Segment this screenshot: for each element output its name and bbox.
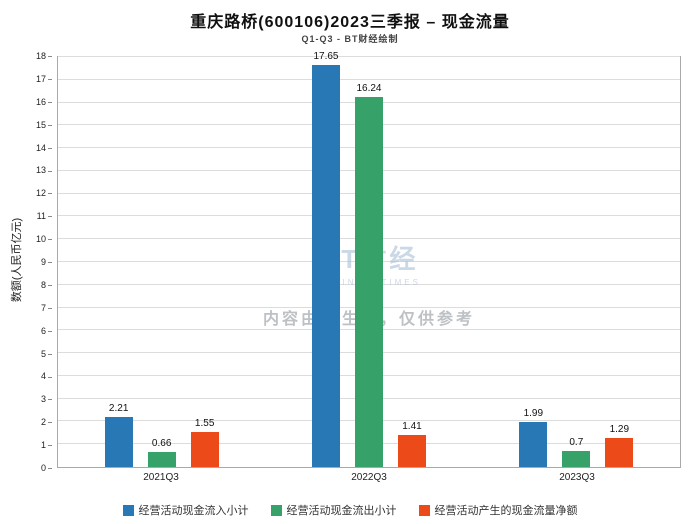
bar: 1.55 (190, 418, 219, 467)
bar: 1.29 (605, 424, 634, 467)
bar-group: 2.21 0.66 1.55 (58, 57, 265, 467)
y-tick-label: 18 (24, 51, 52, 61)
y-tick-label: 1 (24, 440, 52, 450)
bar-value-label: 1.55 (194, 417, 215, 429)
bar-group: 1.99 0.7 1.29 (473, 57, 680, 467)
y-tick-label: 10 (24, 234, 52, 244)
legend-label: 经营活动产生的现金流量净额 (434, 505, 578, 517)
legend-marker (270, 504, 282, 516)
legend-marker (122, 504, 134, 516)
y-tick-label: 13 (24, 165, 52, 175)
y-tick-label: 2 (24, 417, 52, 427)
y-ticks: 0 1 2 3 4 5 6 7 8 9 10 11 12 13 14 15 16 17 18 (24, 51, 52, 473)
chart-title: 重庆路桥(600106)2023三季报 – 现金流量 (190, 14, 510, 31)
bar-group: 17.65 16.24 1.41 (265, 51, 472, 467)
bar-value-label: 1.99 (523, 407, 544, 419)
y-tick-label: 16 (24, 97, 52, 107)
y-tick-label: 0 (24, 463, 52, 473)
plot-area: BT财经 BUSINESSTIMES 内容由AI生成，仅供参考 2.210.66… (57, 51, 681, 468)
y-tick-label: 8 (24, 280, 52, 290)
legend-item[interactable]: 经营活动现金流入小计 (122, 502, 249, 518)
chart-subtitle: Q1-Q3 - BT财经绘制 (301, 34, 399, 44)
y-tick-label: 6 (24, 326, 52, 336)
bar-value-label: 16.24 (356, 83, 382, 95)
bar-value-label: 1.41 (402, 420, 422, 432)
y-tick-label: 17 (24, 74, 52, 84)
y-tick-label: 3 (24, 394, 52, 404)
bar-value-label: 1.29 (609, 423, 630, 435)
bar-value-label: 17.65 (313, 50, 339, 62)
gridline (58, 56, 680, 57)
bar: 0.7 (562, 437, 591, 467)
gridline (58, 78, 680, 80)
x-axis-label: 2022Q3 (351, 472, 387, 483)
y-axis-label: 数额(人民币亿元) (11, 217, 23, 303)
legend-item[interactable]: 经营活动产生的现金流量净额 (418, 502, 578, 518)
legend: 经营活动现金流入小计 经营活动现金流出小计 经营活动产生的现金流量净额 (0, 502, 700, 518)
y-tick-label: 11 (24, 211, 52, 221)
bar: 1.41 (397, 421, 426, 467)
legend-item[interactable]: 经营活动现金流出小计 (270, 502, 397, 518)
bar-value-label: 2.21 (108, 402, 129, 414)
y-tick-label: 4 (24, 371, 52, 381)
x-axis-label: 2021Q3 (143, 472, 179, 483)
bar: 0.66 (147, 438, 176, 467)
bar-value-label: 0.66 (151, 437, 172, 449)
legend-label: 经营活动现金流出小计 (286, 505, 397, 517)
legend-label: 经营活动现金流入小计 (138, 505, 249, 517)
y-tick-label: 9 (24, 257, 52, 267)
bar: 16.24 (354, 83, 383, 467)
bar-groups: 2.21 0.66 1.55 17.65 16.24 1.41 1.99 0.7 1.29 (58, 51, 680, 467)
y-tick-label: 15 (24, 120, 52, 130)
y-tick-label: 14 (24, 143, 52, 153)
bar: 2.21 (104, 403, 133, 467)
bar-value-label: 0.7 (569, 437, 584, 449)
x-axis-label: 2023Q3 (559, 472, 595, 483)
legend-marker (418, 504, 430, 516)
y-tick-label: 5 (24, 349, 52, 359)
bar: 1.99 (519, 408, 548, 467)
x-axis-labels: 2021Q3 2022Q3 2023Q3 (57, 472, 681, 483)
y-tick-label: 12 (24, 188, 52, 198)
bar: 17.65 (311, 51, 340, 467)
y-tick-label: 7 (24, 303, 52, 313)
